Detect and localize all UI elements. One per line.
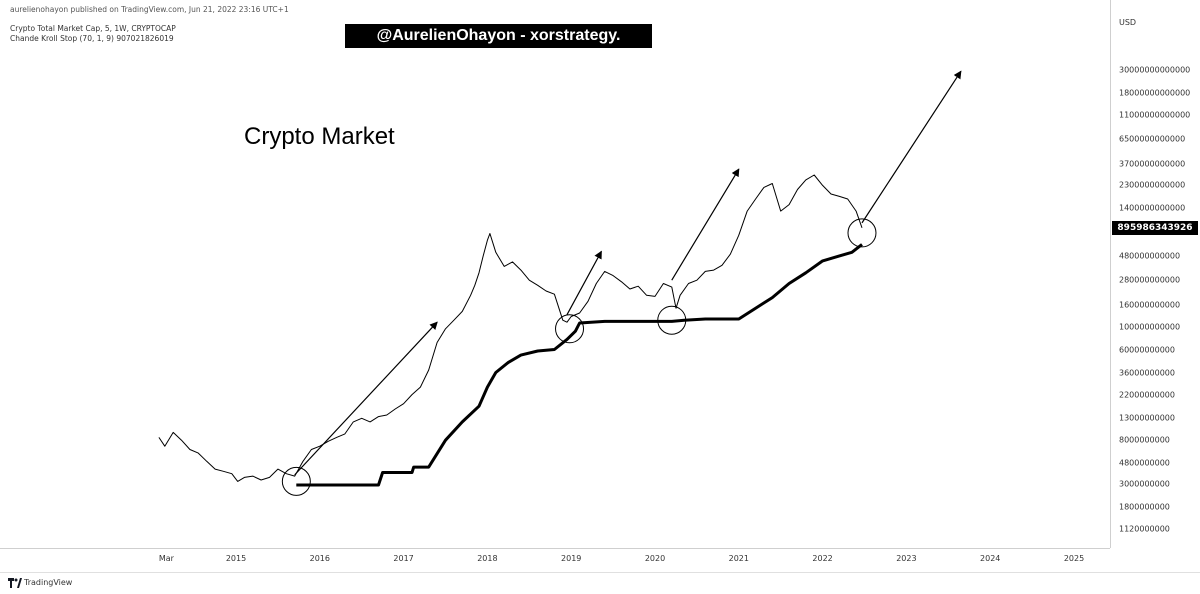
y-tick-label: 36000000000 [1119,368,1175,377]
footer-brand[interactable]: TradingView [24,578,73,587]
tradingview-logo-icon[interactable] [8,578,22,588]
y-tick-label: 60000000000 [1119,345,1175,354]
y-tick-label: 280000000000 [1119,275,1181,285]
y-tick-label: 8000000000 [1119,435,1170,445]
symbol-legend[interactable]: Crypto Total Market Cap, 5, 1W, CRYPTOCA… [10,24,176,33]
y-tick-label: 30000000000000 [1119,65,1191,75]
price-chart[interactable] [0,0,1110,548]
y-tick-label: 1800000000 [1119,502,1170,512]
price-series-line[interactable] [158,174,863,482]
indicator-legend[interactable]: Chande Kroll Stop (70, 1, 9) 90702182601… [10,34,174,43]
y-tick-label: 1120000000 [1119,524,1170,534]
x-tick-label: 2016 [309,554,330,563]
publisher-line: aurelienohayon published on TradingView.… [10,5,289,14]
trend-arrow-2[interactable] [566,250,602,315]
trend-arrow-3[interactable] [671,168,740,281]
x-tick-label: 2018 [477,554,498,563]
x-tick-label: 2017 [393,554,414,563]
y-tick-label: 2300000000000 [1119,180,1186,190]
trend-arrow-4[interactable] [861,70,962,224]
x-tick-label: 2022 [812,554,833,563]
chart-annotation: Crypto Market [244,123,395,150]
x-tick-label: 2021 [728,554,749,563]
y-tick-label: 22000000000 [1119,390,1175,400]
author-banner: @AurelienOhayon - xorstrategy. [345,24,652,48]
highlight-circle-4[interactable] [847,218,877,248]
x-tick-label: 2023 [896,554,917,563]
last-price-label: 895986343926 [1112,220,1198,235]
highlight-circle-1[interactable] [281,466,311,496]
highlight-circle-2[interactable] [555,314,585,344]
x-tick-label: Mar [158,554,174,563]
y-tick-label: 480000000000 [1119,251,1181,261]
x-tick-label: 2019 [561,554,582,563]
y-tick-label: 160000000000 [1119,300,1181,310]
y-tick-label: 4800000000 [1119,458,1170,468]
y-tick-label: 11000000000000 [1119,110,1191,120]
trend-arrow-1[interactable] [294,321,438,476]
x-tick-label: 2020 [644,554,666,563]
y-tick-label: 3000000000 [1119,479,1170,489]
y-tick-label: 3700000000000 [1119,159,1186,169]
x-tick-label: 2024 [980,554,1001,563]
footer: TradingView [0,572,1200,594]
currency-label: USD [1119,18,1137,27]
highlight-circle-3[interactable] [657,305,687,335]
x-tick-label: 2015 [225,554,247,563]
y-tick-label: 18000000000000 [1119,88,1191,98]
y-tick-label: 1400000000000 [1119,203,1186,213]
y-tick-label: 13000000000 [1119,413,1175,423]
x-tick-label: 2025 [1063,554,1085,563]
chande-kroll-stop-line[interactable] [296,243,863,487]
time-axis[interactable]: Mar 2015 2016 2017 2018 2019 2020 2021 2022 2023 2… [0,548,1110,573]
y-tick-label: 100000000000 [1119,322,1181,331]
y-tick-label: 6500000000000 [1119,134,1186,144]
price-axis[interactable]: USD 30000000000000 18000000000000 11000000… [1110,0,1200,548]
